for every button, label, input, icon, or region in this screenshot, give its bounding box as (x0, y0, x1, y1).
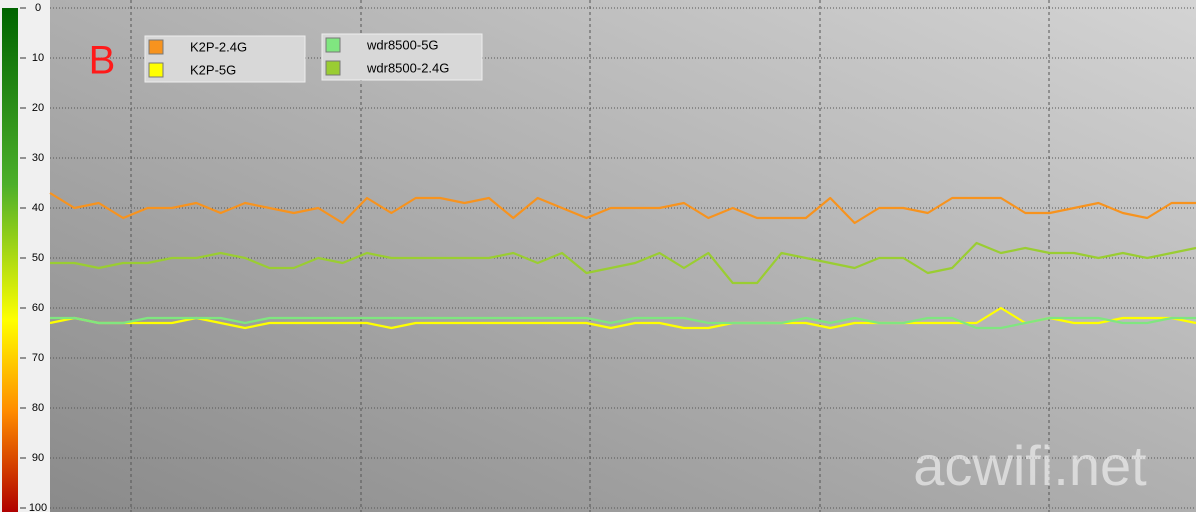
legend-swatch (325, 60, 341, 76)
legend-box (144, 35, 306, 83)
series-line (49, 192, 1196, 225)
y-tick-label: 20 (32, 102, 44, 114)
legend-swatch (148, 62, 164, 78)
y-tick-label: 70 (32, 352, 44, 364)
vertical-grid (130, 0, 1050, 512)
legend-swatch (148, 39, 164, 55)
color-scale (2, 8, 18, 512)
y-tick-label: 90 (32, 452, 44, 464)
y-tick-label: 40 (32, 202, 44, 214)
legend-label: wdr8500-5G (366, 37, 439, 52)
y-tick-label: 80 (32, 402, 44, 414)
annotation: B (89, 39, 116, 83)
y-tick-label: 50 (32, 252, 44, 264)
legend-box (321, 33, 483, 81)
y-tick-label: 100 (29, 502, 47, 512)
legend-label: wdr8500-2.4G (366, 60, 449, 75)
y-tick-label: 60 (32, 302, 44, 314)
legend-swatch (325, 37, 341, 53)
series-line (49, 306, 1196, 330)
legend-label: K2P-2.4G (190, 39, 247, 54)
watermark: acwifi.net (913, 434, 1147, 497)
legend (144, 33, 483, 83)
y-tick-label: 10 (32, 52, 44, 64)
y-tick-label: 0 (35, 2, 41, 14)
series-line (50, 241, 1196, 285)
y-tick-label: 30 (32, 152, 44, 164)
legend-label: K2P-5G (190, 62, 236, 77)
plot-area (50, 0, 1196, 512)
series-line (50, 316, 1196, 330)
